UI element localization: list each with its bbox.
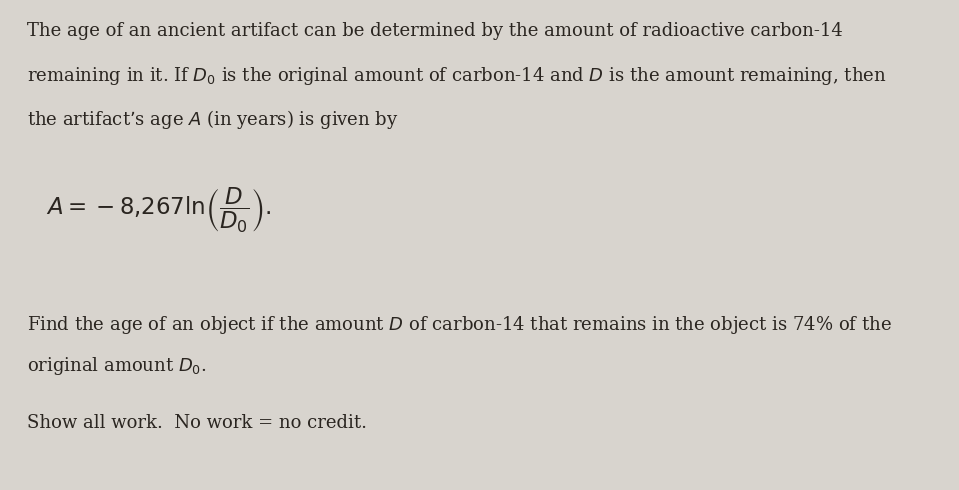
Text: Show all work.  No work = no credit.: Show all work. No work = no credit. <box>27 414 367 432</box>
Text: Find the age of an object if the amount $D$ of carbon-14 that remains in the obj: Find the age of an object if the amount … <box>27 314 892 336</box>
Text: the artifact’s age $A$ (in years) is given by: the artifact’s age $A$ (in years) is giv… <box>27 108 399 131</box>
Text: remaining in it. If $D_0$ is the original amount of carbon-14 and $D$ is the amo: remaining in it. If $D_0$ is the origina… <box>27 65 886 87</box>
Text: The age of an ancient artifact can be determined by the amount of radioactive ca: The age of an ancient artifact can be de… <box>27 22 843 40</box>
Text: original amount $D_0$.: original amount $D_0$. <box>27 355 206 377</box>
Text: $A = -8{,}267\ln\!\left(\dfrac{D}{D_0}\right).$: $A = -8{,}267\ln\!\left(\dfrac{D}{D_0}\r… <box>46 186 271 235</box>
